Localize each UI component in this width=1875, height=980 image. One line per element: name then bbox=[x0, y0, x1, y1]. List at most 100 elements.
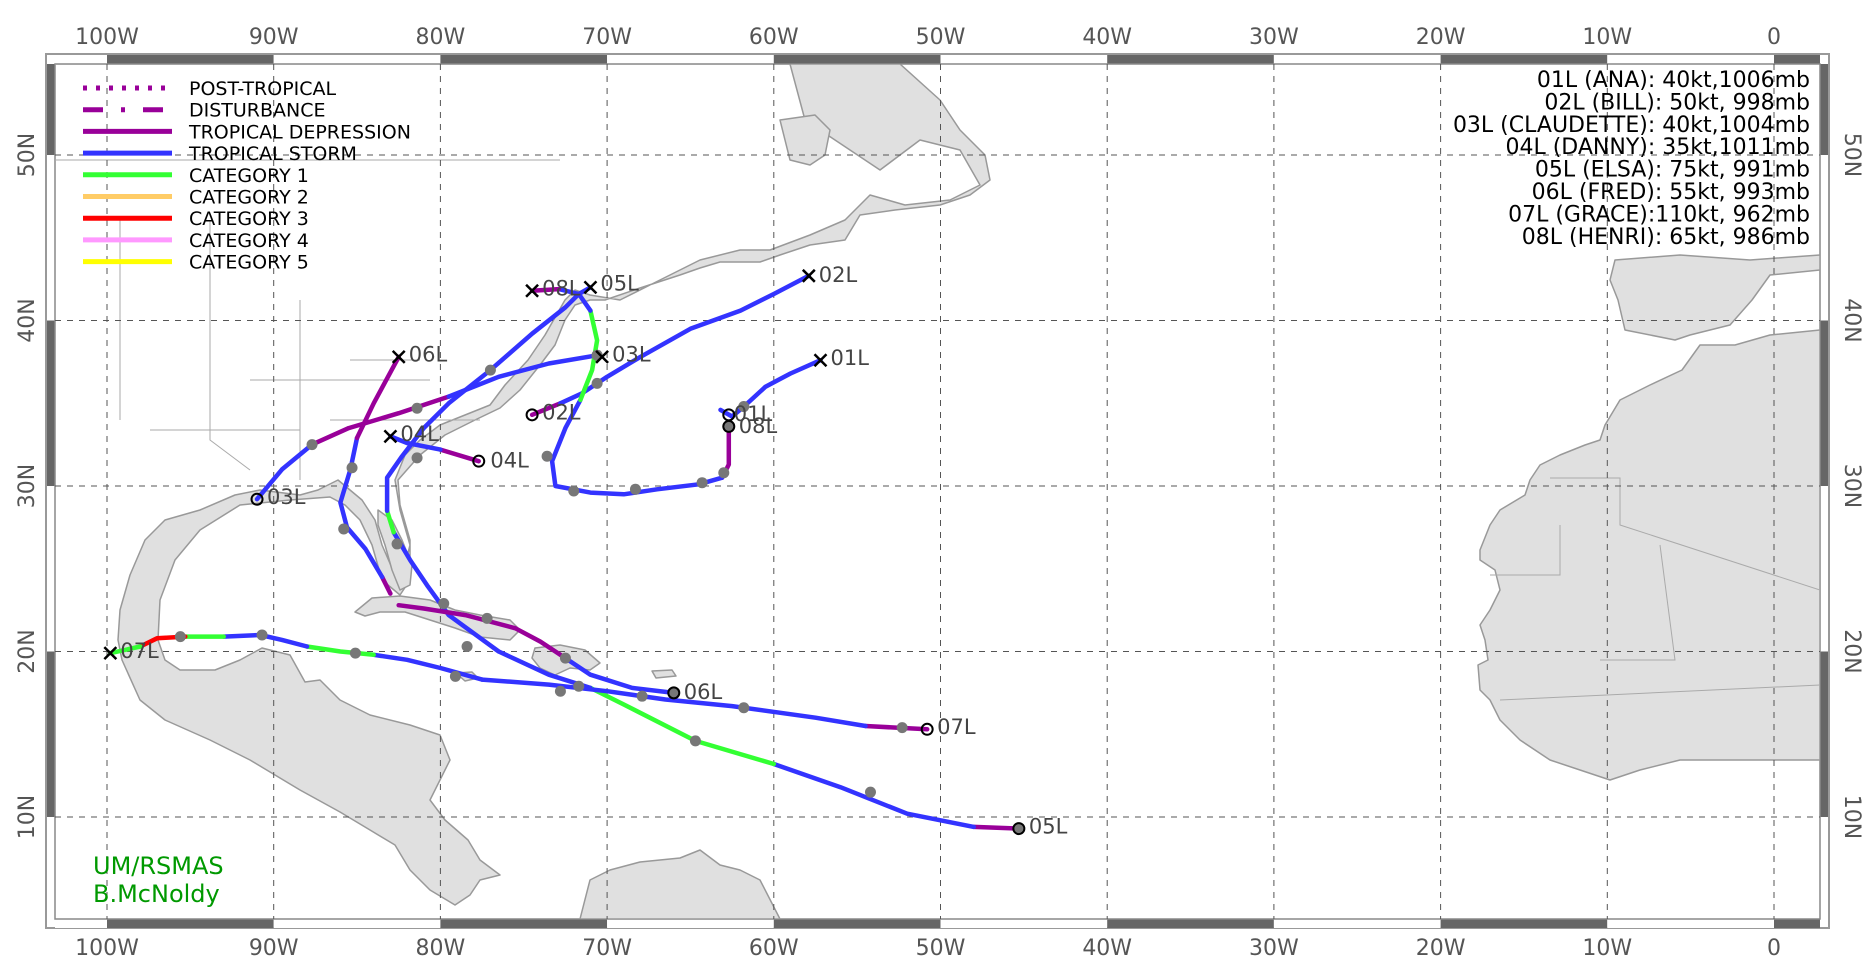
track-segment-td bbox=[971, 824, 1022, 831]
storm-label-start: 07L bbox=[937, 715, 976, 739]
track-segment-ts bbox=[388, 434, 443, 452]
puerto-rico-land bbox=[651, 669, 677, 679]
newfoundland-land bbox=[779, 114, 831, 166]
position-dot bbox=[591, 377, 603, 389]
storm-label-end: 05L bbox=[600, 271, 639, 295]
position-dot bbox=[438, 598, 450, 610]
x-tick-label: 100W bbox=[75, 25, 139, 50]
x-tick-label: 50W bbox=[916, 25, 966, 50]
x-tick-label: 80W bbox=[416, 25, 466, 50]
storm-label-start: 06L bbox=[684, 680, 723, 704]
storm-label-end: 02L bbox=[819, 263, 858, 287]
y-tick-label: 30N bbox=[1839, 464, 1864, 508]
track-segment-td bbox=[438, 447, 481, 464]
position-dot bbox=[864, 786, 876, 798]
legend-item: CATEGORY 4 bbox=[83, 230, 309, 252]
position-dot bbox=[338, 523, 350, 535]
storm-summary-line: 03L (CLAUDETTE): 40kt,1004mb bbox=[1453, 113, 1810, 138]
position-dot bbox=[636, 690, 648, 702]
position-dot bbox=[306, 439, 318, 451]
track-markers bbox=[103, 268, 1026, 836]
position-dot bbox=[541, 450, 553, 462]
storm-label-end: 07L bbox=[120, 639, 159, 663]
x-tick-label: 10W bbox=[1582, 936, 1632, 961]
track-segment-c1 bbox=[384, 508, 396, 535]
start-circle-icon bbox=[525, 408, 539, 422]
track-segment-c1 bbox=[588, 685, 777, 767]
legend-label: POST-TROPICAL bbox=[189, 78, 337, 100]
credit-line-1: UM/RSMAS bbox=[93, 852, 224, 880]
storm-summary-line: 07L (GRACE):110kt, 962mb bbox=[1508, 202, 1810, 227]
x-axis-labels-bottom: 100W 90W 80W 70W 60W 50W 40W 30W 20W 10W 0 bbox=[75, 936, 1781, 961]
africa-land bbox=[1477, 329, 1820, 781]
end-x-icon bbox=[391, 350, 406, 364]
north-america-land bbox=[55, 64, 991, 906]
end-x-icon bbox=[595, 350, 609, 364]
position-dot bbox=[391, 538, 403, 550]
x-tick-label: 70W bbox=[582, 936, 632, 961]
position-dot bbox=[573, 680, 585, 692]
position-dot bbox=[723, 420, 735, 432]
position-dot bbox=[718, 467, 730, 479]
x-tick-label: 0 bbox=[1767, 936, 1781, 961]
storm-label-end: 03L bbox=[612, 343, 651, 367]
position-dot bbox=[481, 612, 493, 624]
storm-label-start: 01L bbox=[734, 402, 773, 426]
x-tick-label: 40W bbox=[1082, 25, 1132, 50]
y-tick-label: 40N bbox=[1839, 298, 1864, 342]
x-tick-label: 30W bbox=[1249, 25, 1299, 50]
position-dot bbox=[449, 670, 461, 682]
position-dot bbox=[256, 629, 268, 641]
end-x-icon bbox=[383, 429, 398, 444]
start-circle-icon bbox=[472, 454, 486, 468]
graticule bbox=[55, 64, 1820, 919]
position-dot bbox=[738, 702, 750, 714]
legend-item: TROPICAL DEPRESSION bbox=[83, 121, 411, 143]
x-tick-label: 50W bbox=[916, 936, 966, 961]
track-segment-ts bbox=[371, 652, 485, 682]
storm-summary-line: 05L (ELSA): 75kt, 991mb bbox=[1535, 158, 1810, 183]
x-tick-label: 70W bbox=[582, 25, 632, 50]
end-x-icon bbox=[525, 283, 539, 298]
x-axis-labels-top: 100W 90W 80W 70W 60W 50W 40W 30W 20W 10W 0 bbox=[75, 25, 1781, 50]
storm-label-start: 03L bbox=[267, 485, 306, 509]
end-x-icon bbox=[801, 268, 816, 283]
legend-item: TROPICAL STORM bbox=[83, 143, 357, 165]
track-segment-ts bbox=[556, 286, 593, 313]
x-tick-label: 30W bbox=[1249, 936, 1299, 961]
position-dot bbox=[411, 452, 423, 464]
end-x-icon bbox=[813, 353, 828, 368]
track-segment-td bbox=[309, 394, 451, 447]
storm-label-start: 04L bbox=[490, 449, 529, 473]
y-tick-label: 10N bbox=[15, 795, 40, 839]
storm-label-end: 01L bbox=[830, 346, 869, 370]
south-america-land bbox=[579, 849, 781, 919]
start-circle-icon bbox=[250, 492, 264, 506]
track-position-dots bbox=[174, 349, 1025, 835]
position-dot bbox=[174, 631, 186, 643]
position-dot bbox=[554, 685, 566, 697]
storm-label-start: 05L bbox=[1029, 814, 1068, 838]
legend-label: CATEGORY 1 bbox=[189, 165, 309, 187]
legend-item: DISTURBANCE bbox=[83, 100, 326, 122]
track-segment-ts bbox=[479, 677, 868, 729]
start-circle-icon bbox=[667, 686, 681, 700]
track-04L bbox=[388, 434, 481, 464]
position-dot bbox=[559, 652, 571, 664]
track-segment-ts bbox=[563, 655, 677, 696]
track-segment-td bbox=[529, 286, 562, 293]
position-dot bbox=[629, 483, 641, 495]
storm-label-start: 02L bbox=[542, 401, 581, 425]
legend-item: CATEGORY 1 bbox=[83, 165, 309, 187]
track-segment-td bbox=[863, 723, 930, 732]
position-dot bbox=[738, 401, 750, 413]
legend-item: POST-TROPICAL bbox=[83, 78, 337, 100]
credit-text: UM/RSMAS B.McNoldy bbox=[93, 852, 224, 908]
cuba-land bbox=[354, 595, 521, 641]
track-segment-ts bbox=[446, 353, 600, 399]
track-segment-td bbox=[379, 574, 393, 596]
x-tick-label: 80W bbox=[416, 936, 466, 961]
track-segment-ts bbox=[771, 761, 977, 830]
